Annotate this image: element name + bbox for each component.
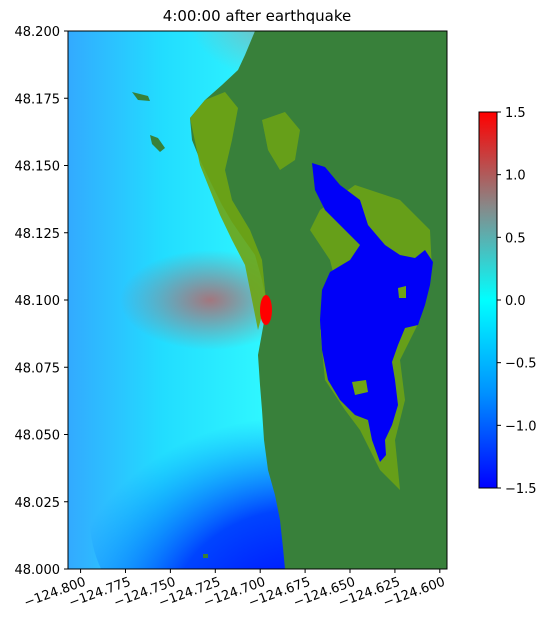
colorbar-tick-label: 0.0 [505,294,526,309]
y-tick-label: 48.150 [15,160,61,175]
y-tick-label: 48.175 [15,92,61,107]
lake-island-small [398,286,406,298]
y-tick-label: 48.075 [15,361,61,376]
x-axis: −124.800−124.775−124.750−124.725−124.700… [22,569,447,611]
island-mid [150,135,165,152]
colorbar-tick-label: −1.0 [505,419,537,434]
max-runup-spot [260,295,272,325]
colorbar-axis: −1.5 −1.0 −0.5 0.0 0.5 1.0 1.5 [497,106,537,497]
colorbar-tick-label: −0.5 [505,357,537,372]
y-tick-label: 48.125 [15,227,61,242]
colorbar-tick-label: 1.5 [505,106,526,121]
colorbar-tick-label: 0.5 [505,231,526,246]
map-area [68,31,447,569]
island-south [203,554,208,558]
low-land-strip [190,92,266,330]
colorbar-tick-label: 1.0 [505,169,526,184]
lake-island [352,380,368,395]
y-tick-label: 48.200 [15,25,61,40]
low-land-patch-north [262,112,300,170]
colorbar-tick-label: −1.5 [505,482,537,497]
y-tick-label: 48.100 [15,294,61,309]
y-tick-label: 48.050 [15,429,61,444]
chart-title: 4:00:00 after earthquake [163,7,351,25]
y-tick-label: 48.025 [15,496,61,511]
lake [312,163,433,462]
y-axis: 48.000 48.025 48.050 48.075 48.100 48.125 48.1… [15,25,68,578]
island-north [132,92,150,101]
colorbar [478,111,498,489]
y-tick-label: 48.000 [15,563,61,578]
